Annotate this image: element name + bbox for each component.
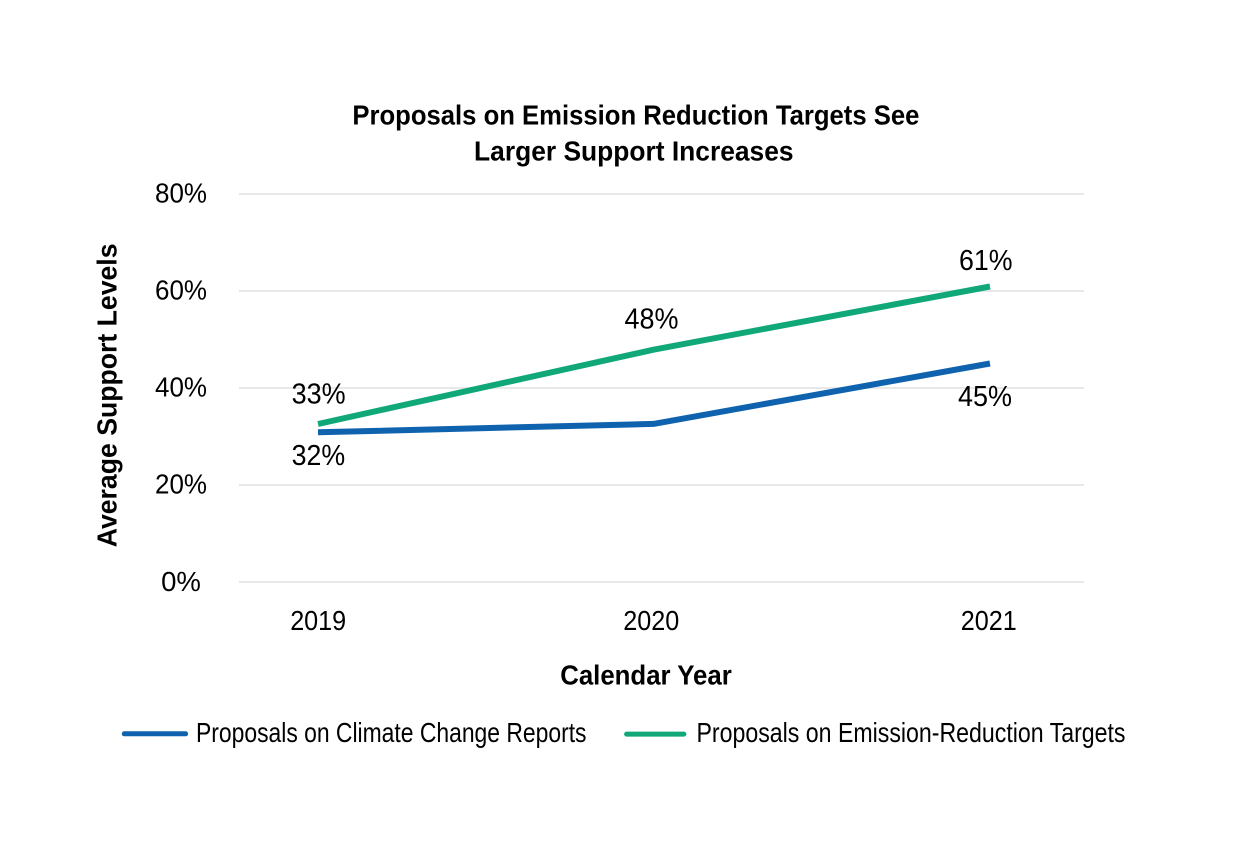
svg-text:60%: 60% <box>155 274 207 305</box>
svg-text:Calendar Year: Calendar Year <box>560 660 732 691</box>
svg-text:80%: 80% <box>155 177 207 208</box>
svg-text:Proposals on Emission-Reductio: Proposals on Emission-Reduction Targets <box>697 717 1126 748</box>
svg-text:0%: 0% <box>161 566 201 597</box>
svg-text:45%: 45% <box>958 381 1012 413</box>
svg-text:Average Support Levels: Average Support Levels <box>92 244 123 548</box>
svg-text:40%: 40% <box>155 371 207 402</box>
svg-text:2019: 2019 <box>290 605 346 636</box>
svg-text:2020: 2020 <box>623 605 679 636</box>
svg-text:61%: 61% <box>959 245 1013 277</box>
svg-text:33%: 33% <box>292 379 346 411</box>
svg-text:32%: 32% <box>292 440 346 472</box>
svg-text:48%: 48% <box>625 303 679 335</box>
svg-text:Larger Support Increases: Larger Support Increases <box>474 135 794 166</box>
svg-text:Proposals on Climate Change Re: Proposals on Climate Change Reports <box>196 717 587 748</box>
svg-text:Proposals on Emission Reductio: Proposals on Emission Reduction Targets … <box>352 99 919 130</box>
svg-text:2021: 2021 <box>961 605 1017 636</box>
svg-text:20%: 20% <box>155 468 207 499</box>
